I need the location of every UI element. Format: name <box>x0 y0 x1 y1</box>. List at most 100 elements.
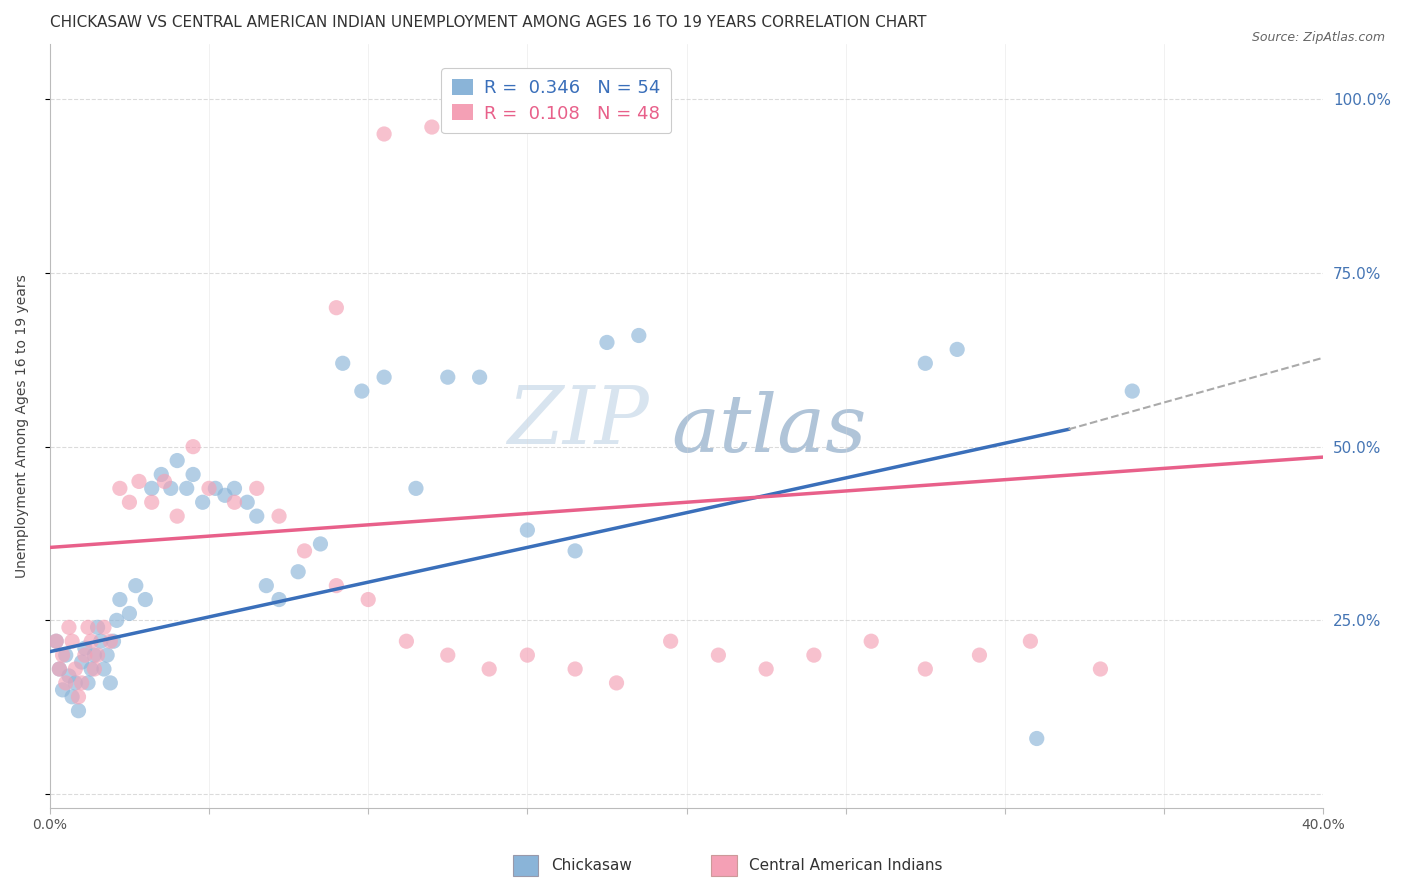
Point <box>627 328 650 343</box>
Point <box>224 481 246 495</box>
Point <box>45 634 67 648</box>
Legend: R =  0.346   N = 54, R =  0.108   N = 48: R = 0.346 N = 54, R = 0.108 N = 48 <box>441 68 672 134</box>
Point <box>98 634 121 648</box>
Point <box>204 481 226 495</box>
Point <box>65 662 87 676</box>
Point <box>254 579 277 593</box>
Point <box>58 669 80 683</box>
Point <box>77 676 100 690</box>
Point <box>478 662 501 676</box>
Point <box>516 523 538 537</box>
Point <box>420 120 443 134</box>
Point <box>436 648 458 662</box>
Point <box>166 453 188 467</box>
Text: ZIP: ZIP <box>508 384 650 461</box>
Point <box>405 481 427 495</box>
Point <box>350 384 373 398</box>
Point <box>83 662 105 676</box>
Point <box>373 127 395 141</box>
Point <box>1025 731 1047 746</box>
Point <box>86 620 108 634</box>
Point <box>1121 384 1143 398</box>
Point <box>153 475 176 489</box>
Point <box>83 648 105 662</box>
Point <box>659 634 682 648</box>
Text: CHICKASAW VS CENTRAL AMERICAN INDIAN UNEMPLOYMENT AMONG AGES 16 TO 19 YEARS CORR: CHICKASAW VS CENTRAL AMERICAN INDIAN UNE… <box>49 15 927 30</box>
Point <box>1019 634 1042 648</box>
Point <box>48 662 70 676</box>
Point <box>969 648 991 662</box>
Point <box>67 690 90 704</box>
Bar <box>513 855 538 876</box>
Point <box>267 592 290 607</box>
Point <box>803 648 825 662</box>
Point <box>67 704 90 718</box>
Point <box>73 648 96 662</box>
Point <box>98 676 121 690</box>
Point <box>198 481 221 495</box>
Point <box>93 662 115 676</box>
Point <box>52 682 75 697</box>
Point <box>596 335 619 350</box>
Point <box>80 662 103 676</box>
Point <box>58 620 80 634</box>
Point <box>516 648 538 662</box>
Point <box>70 676 93 690</box>
Point <box>86 648 108 662</box>
Point <box>60 690 83 704</box>
Point <box>309 537 332 551</box>
Point <box>90 634 112 648</box>
Point <box>108 481 131 495</box>
Point <box>1090 662 1112 676</box>
Point <box>55 648 77 662</box>
Point <box>436 370 458 384</box>
Point <box>141 481 163 495</box>
Bar <box>711 855 737 876</box>
Point <box>181 440 204 454</box>
Point <box>860 634 883 648</box>
Point <box>707 648 730 662</box>
Point <box>105 613 128 627</box>
Point <box>325 301 347 315</box>
Point <box>60 634 83 648</box>
Point <box>134 592 156 607</box>
Point <box>325 579 347 593</box>
Point <box>166 509 188 524</box>
Point <box>80 634 103 648</box>
Point <box>564 662 586 676</box>
Point <box>73 641 96 656</box>
Point <box>176 481 198 495</box>
Point <box>77 620 100 634</box>
Point <box>755 662 778 676</box>
Point <box>246 481 269 495</box>
Point <box>141 495 163 509</box>
Point <box>605 676 627 690</box>
Y-axis label: Unemployment Among Ages 16 to 19 years: Unemployment Among Ages 16 to 19 years <box>15 274 30 578</box>
Point <box>468 370 491 384</box>
Text: Source: ZipAtlas.com: Source: ZipAtlas.com <box>1251 31 1385 45</box>
Point <box>108 592 131 607</box>
Point <box>287 565 309 579</box>
Point <box>118 495 141 509</box>
Point <box>55 676 77 690</box>
Point <box>45 634 67 648</box>
Point <box>65 676 87 690</box>
Point <box>246 509 269 524</box>
Point <box>267 509 290 524</box>
Point <box>48 662 70 676</box>
Point <box>150 467 173 482</box>
Point <box>395 634 418 648</box>
Point <box>236 495 259 509</box>
Point <box>373 370 395 384</box>
Point <box>357 592 380 607</box>
Point <box>52 648 75 662</box>
Point <box>564 544 586 558</box>
Point <box>181 467 204 482</box>
Point <box>96 648 118 662</box>
Point <box>125 579 148 593</box>
Point <box>159 481 181 495</box>
Point <box>93 620 115 634</box>
Point <box>224 495 246 509</box>
Point <box>191 495 214 509</box>
Point <box>914 662 936 676</box>
